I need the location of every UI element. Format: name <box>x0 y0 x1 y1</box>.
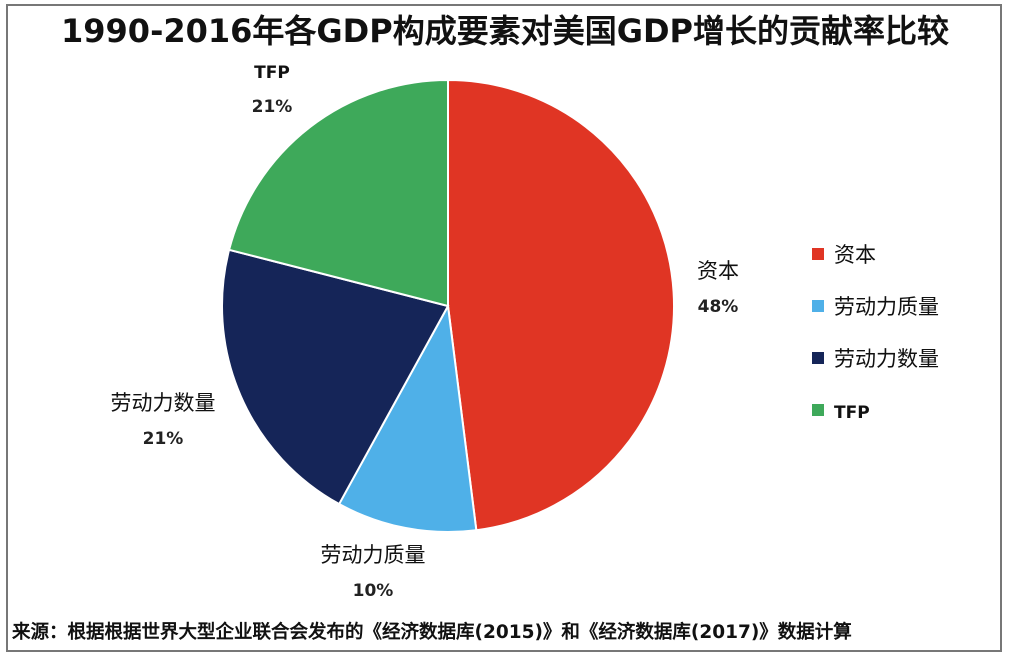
legend-label: 劳动力质量 <box>834 295 939 319</box>
slice-name-label: 劳动力质量 <box>321 543 426 567</box>
legend-swatch <box>812 404 824 416</box>
slice-percent-label: 21% <box>252 97 293 117</box>
source-note: 来源：根据根据世界大型企业联合会发布的《经济数据库(2015)》和《经济数据库(… <box>12 622 852 643</box>
legend-label: 劳动力数量 <box>834 347 939 371</box>
pie-slice-2 <box>337 302 478 533</box>
legend-swatch <box>812 300 824 312</box>
legend-label: TFP <box>834 403 870 423</box>
slice-name-label: TFP <box>254 63 290 83</box>
slice-percent-label: 21% <box>143 429 184 449</box>
pie-slice-1 <box>447 78 675 532</box>
slice-percent-label: 48% <box>698 297 739 317</box>
chart-title: 1990-2016年各GDP构成要素对美国GDP增长的贡献率比较 <box>61 12 949 50</box>
pie-slice-4 <box>227 78 449 308</box>
pie-slices <box>221 78 675 533</box>
pie-slice-3 <box>221 248 450 506</box>
pie-labels: 资本 48% 劳动力质量 10% 劳动力数量 21% TFP 21% <box>111 63 740 601</box>
legend-label: 资本 <box>834 243 876 267</box>
legend-swatch <box>812 248 824 260</box>
slice-name-label: 资本 <box>697 259 739 283</box>
slice-name-label: 劳动力数量 <box>111 391 216 415</box>
legend-swatch <box>812 352 824 364</box>
slice-percent-label: 10% <box>353 581 394 601</box>
